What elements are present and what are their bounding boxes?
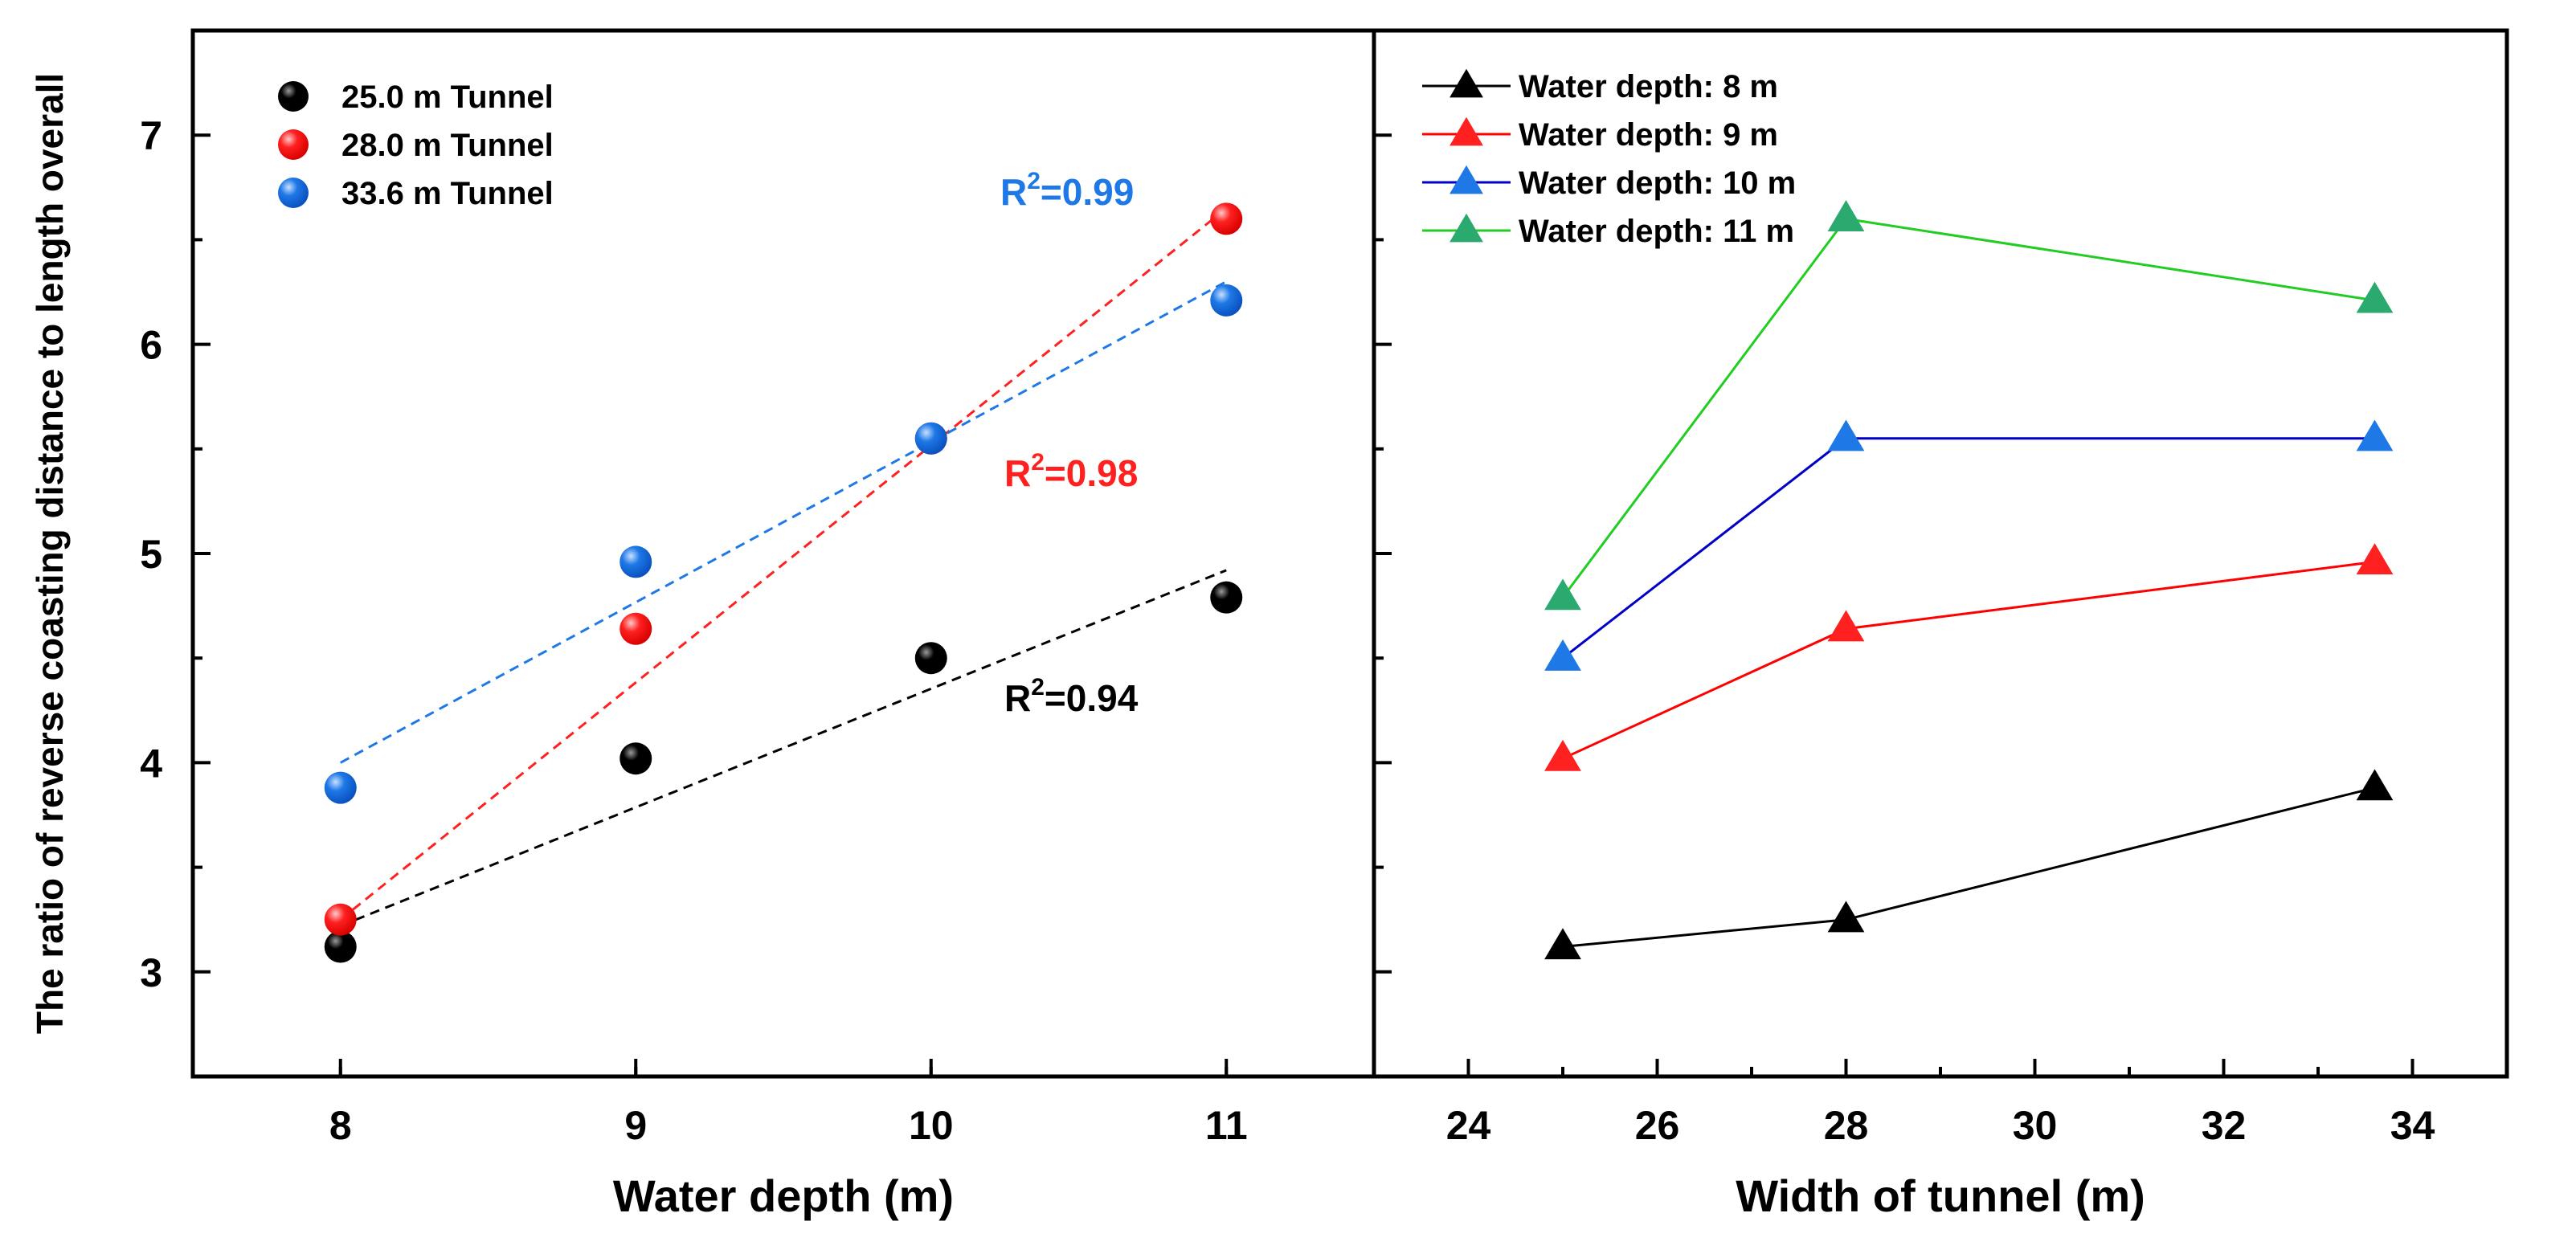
x-tick-label: 28 bbox=[1824, 1103, 1869, 1148]
triangle-marker bbox=[2356, 281, 2394, 313]
y-tick-label: 7 bbox=[140, 113, 162, 158]
legend-label-1: 25.0 m Tunnel bbox=[341, 80, 554, 115]
triangle-marker bbox=[1544, 639, 1581, 671]
scatter-point bbox=[324, 930, 357, 963]
scatter-point bbox=[914, 642, 947, 675]
x-tick-label: 32 bbox=[2202, 1103, 2247, 1148]
r2-symbol: R bbox=[1004, 452, 1031, 494]
y-tick-label: 3 bbox=[140, 950, 162, 995]
r2-value: =0.98 bbox=[1045, 452, 1138, 494]
fit-line-1 bbox=[340, 569, 1227, 927]
series-line-2 bbox=[1562, 560, 2375, 760]
r2-symbol: R bbox=[1004, 677, 1031, 719]
scatter-point bbox=[914, 422, 947, 455]
x-tick-label: 30 bbox=[2013, 1103, 2058, 1148]
legend-label-3: 33.6 m Tunnel bbox=[341, 176, 554, 211]
r2-superscript: 2 bbox=[1031, 674, 1045, 701]
legend-label-3: Water depth: 10 m bbox=[1519, 165, 1796, 201]
r-squared-label-1: R2=0.94 bbox=[1004, 674, 1139, 719]
right-panel: 24 26 28 30 32 34 Width of tunnel (m) Water dep… bbox=[1374, 29, 2435, 1221]
r2-superscript: 2 bbox=[1031, 449, 1045, 476]
x-tick-label: 8 bbox=[329, 1103, 352, 1148]
triangle-marker bbox=[1544, 578, 1581, 611]
triangle-marker bbox=[1827, 901, 1865, 933]
legend-label-2: 28.0 m Tunnel bbox=[341, 128, 554, 163]
r2-symbol: R bbox=[1000, 171, 1027, 213]
y-axis-title: The ratio of reverse coasting distance t… bbox=[29, 73, 71, 1034]
y-tick-label: 6 bbox=[140, 323, 162, 368]
triangle-marker bbox=[2356, 769, 2394, 801]
legend-label-1: Water depth: 8 m bbox=[1519, 69, 1778, 104]
x-tick-label: 34 bbox=[2390, 1103, 2435, 1148]
r-squared-label-3: R2=0.99 bbox=[1000, 168, 1134, 213]
legend-marker-4 bbox=[1450, 213, 1483, 243]
scatter-point bbox=[1210, 284, 1243, 317]
triangle-marker bbox=[1827, 419, 1865, 451]
r2-value: =0.99 bbox=[1041, 171, 1134, 213]
legend-marker-1 bbox=[1450, 68, 1483, 98]
x-tick-label: 10 bbox=[909, 1103, 954, 1148]
scatter-point bbox=[324, 771, 357, 804]
scatter-point bbox=[1210, 581, 1243, 614]
legend-marker-1 bbox=[278, 81, 309, 112]
scatter-point bbox=[619, 742, 652, 775]
x-axis-title-left: Water depth (m) bbox=[613, 1170, 954, 1221]
r2-superscript: 2 bbox=[1027, 168, 1041, 194]
fit-line-2 bbox=[339, 207, 1228, 921]
y-tick-label: 4 bbox=[140, 741, 162, 786]
scatter-point bbox=[324, 903, 357, 936]
legend-marker-2 bbox=[278, 129, 309, 160]
scatter-point bbox=[1210, 202, 1243, 235]
x-tick-label: 9 bbox=[624, 1103, 647, 1148]
triangle-marker bbox=[1827, 200, 1865, 231]
legend-label-2: Water depth: 9 m bbox=[1519, 117, 1778, 153]
legend-marker-2 bbox=[1450, 116, 1483, 146]
r-squared-label-2: R2=0.98 bbox=[1004, 449, 1138, 494]
x-tick-label: 11 bbox=[1205, 1103, 1248, 1148]
triangle-marker bbox=[1544, 739, 1581, 771]
r2-value: =0.94 bbox=[1045, 677, 1139, 719]
x-tick-label: 26 bbox=[1635, 1103, 1680, 1148]
scatter-point bbox=[619, 545, 652, 578]
triangle-marker bbox=[2356, 419, 2394, 451]
triangle-marker bbox=[1544, 928, 1581, 960]
x-axis-title-right: Width of tunnel (m) bbox=[1736, 1170, 2145, 1221]
fit-line-3 bbox=[340, 280, 1227, 764]
y-tick-label: 5 bbox=[140, 532, 162, 577]
left-panel: 3 4 5 6 7 8 9 10 11 Water depth (m) The ratio of r… bbox=[29, 29, 1248, 1221]
series-line-4 bbox=[1561, 217, 2375, 598]
scatter-point bbox=[619, 612, 652, 645]
series-line-1 bbox=[1562, 786, 2375, 949]
triangle-marker bbox=[2356, 543, 2394, 575]
legend-marker-3 bbox=[1450, 165, 1483, 194]
x-tick-label: 24 bbox=[1446, 1103, 1491, 1148]
series-line-3 bbox=[1562, 437, 2375, 660]
triangle-marker bbox=[1827, 610, 1865, 642]
legend-label-4: Water depth: 11 m bbox=[1519, 214, 1794, 249]
legend-marker-3 bbox=[278, 178, 309, 208]
